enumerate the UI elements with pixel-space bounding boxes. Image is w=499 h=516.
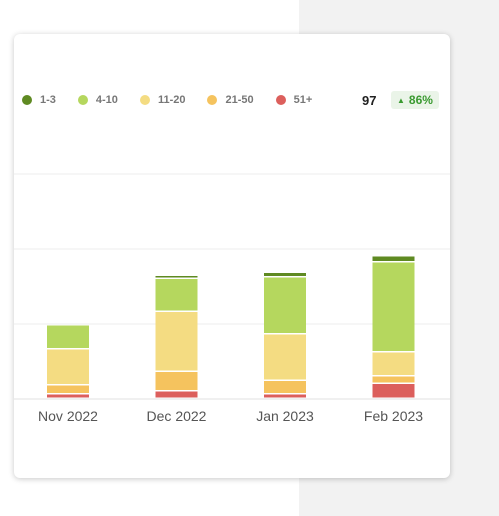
- legend-dot-icon: [139, 95, 150, 105]
- legend-item-51+[interactable]: 51+: [275, 94, 313, 106]
- bar-segment-1-3-Feb-2023[interactable]: [372, 256, 415, 262]
- bar-segment-51+-Jan-2023[interactable]: [264, 394, 306, 398]
- bar-segment-11-20-Feb-2023[interactable]: [372, 352, 415, 376]
- bars: [47, 256, 415, 398]
- legend-item-1-3[interactable]: 1-3: [22, 94, 56, 106]
- bar-segment-1-3-Jan-2023[interactable]: [264, 273, 306, 276]
- bar-segment-51+-Feb-2023[interactable]: [372, 384, 415, 398]
- bar-segment-4-10-Jan-2023[interactable]: [264, 277, 306, 334]
- bar-segment-11-20-Dec-2022[interactable]: [155, 312, 198, 371]
- bar-segment-21-50-Dec-2022[interactable]: [155, 372, 198, 390]
- bar-segment-4-10-Dec-2022[interactable]: [155, 279, 198, 311]
- legend-label: 4-10: [95, 94, 118, 106]
- legend: 1-3 4-10 11-20 21-50 51+: [22, 92, 334, 108]
- bar-segment-21-50-Feb-2023[interactable]: [372, 376, 415, 383]
- legend-dot-icon: [207, 95, 218, 105]
- bar-segment-51+-Dec-2022[interactable]: [155, 391, 198, 398]
- legend-item-11-20[interactable]: 11-20: [139, 94, 186, 106]
- x-tick-label: Jan 2023: [256, 408, 314, 424]
- change-value: 86%: [408, 93, 433, 107]
- bar-segment-4-10-Feb-2023[interactable]: [372, 262, 415, 352]
- legend-label: 11-20: [157, 94, 186, 106]
- legend-item-21-50[interactable]: 21-50: [207, 94, 254, 106]
- grid-lines: [14, 173, 450, 400]
- x-tick-label: Nov 2022: [38, 408, 98, 424]
- legend-label: 21-50: [225, 94, 254, 106]
- change-badge: ▲ 86%: [391, 91, 439, 109]
- stacked-bar-chart: Nov 2022 Dec 2022 Jan 2023 Feb 2023: [14, 173, 450, 424]
- bar-segment-11-20-Jan-2023[interactable]: [264, 334, 306, 380]
- legend-dot-icon: [275, 95, 286, 105]
- x-tick-label: Feb 2023: [364, 408, 423, 424]
- bar-segment-51+-Nov-2022[interactable]: [47, 394, 89, 398]
- legend-item-4-10[interactable]: 4-10: [77, 94, 118, 106]
- bar-segment-21-50-Jan-2023[interactable]: [264, 381, 306, 393]
- bar-segment-1-3-Dec-2022[interactable]: [155, 276, 198, 278]
- up-arrow-icon: ▲: [397, 95, 405, 105]
- bar-segment-21-50-Nov-2022[interactable]: [47, 385, 89, 394]
- legend-label: 51+: [293, 94, 313, 106]
- x-axis-labels: Nov 2022 Dec 2022 Jan 2023 Feb 2023: [38, 408, 423, 424]
- x-tick-label: Dec 2022: [147, 408, 207, 424]
- legend-dot-icon: [77, 95, 88, 105]
- legend-label: 1-3: [40, 94, 56, 106]
- bar-segment-11-20-Nov-2022[interactable]: [47, 349, 89, 385]
- chart-card: Nov 2022 Dec 2022 Jan 2023 Feb 2023 1-3 4-10…: [14, 34, 450, 478]
- total-value: 97: [362, 93, 377, 108]
- bar-segment-4-10-Nov-2022[interactable]: [47, 325, 89, 349]
- legend-dot-icon: [22, 95, 32, 105]
